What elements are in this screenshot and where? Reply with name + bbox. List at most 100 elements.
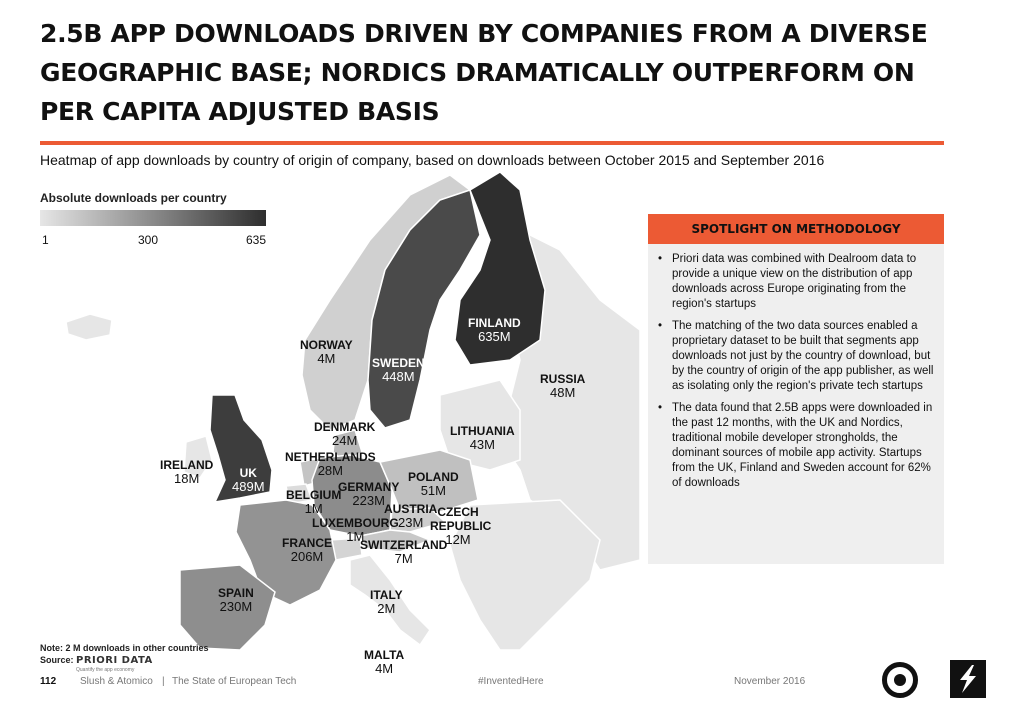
country-name: ITALY [370,588,403,602]
priori-data-logo: PRIORI DATA [76,655,153,666]
country-label-switzerland: SWITZERLAND 7M [360,538,447,566]
country-name: POLAND [408,470,459,484]
country-value: 51M [420,483,446,498]
country-value: 635M [478,329,511,344]
country-name: LITHUANIA [450,424,515,438]
atomico-logo-icon [882,662,918,698]
country-value: 489M [232,479,265,494]
land-poland [378,449,479,513]
footer-hashtag: #InventedHere [478,676,544,687]
country-name: MALTA [364,648,405,662]
country-label-italy: ITALY 2M [370,588,403,616]
country-name: SPAIN [218,586,254,600]
country-name: GERMANY [338,480,400,494]
country-label-netherlands: NETHERLANDS 28M [285,450,376,478]
country-name: RUSSIA [540,372,586,386]
footer-page-number: 112 [40,676,57,687]
country-value: 230M [219,599,253,614]
legend-tick-mid: 300 [138,233,159,247]
country-name: UK [239,466,257,480]
country-name: SWEDEN [372,356,425,370]
land-spain [179,564,276,651]
source-line: Source: PRIORI DATA [40,655,153,666]
spotlight-bullet: The matching of the two data sources ena… [658,319,934,394]
country-name: FRANCE [282,536,332,550]
title-rule [40,141,944,145]
country-value: 12M [445,532,471,547]
country-value: 48M [550,385,576,400]
land-czech [389,507,447,533]
country-label-finland: FINLAND 635M [468,316,521,344]
spotlight-bullet: The data found that 2.5B apps were downl… [658,401,934,491]
footer-report-title: The State of European Tech [172,676,297,687]
land-ukraine-balkans [449,499,601,651]
country-name: AUSTRIA [384,502,438,516]
footer-separator: | [162,676,165,687]
country-name: NORWAY [300,338,353,352]
legend-tick-max: 635 [246,233,267,247]
land-uk [209,394,273,503]
spotlight-bullet: Priori data was combined with Dealroom d… [658,252,934,312]
land-ireland [183,435,213,479]
country-label-czech-republic: CZECH REPUBLIC 12M [430,505,491,547]
country-name: SWITZERLAND [360,538,448,552]
country-value: 18M [174,471,200,486]
country-value: 4M [317,351,336,366]
slush-logo-icon [950,660,986,698]
spotlight-list: Priori data was combined with Dealroom d… [648,244,944,491]
country-name: LUXEMBOURG [312,516,399,530]
country-value: 1M [346,529,365,544]
country-label-russia: RUSSIA 48M [540,372,585,400]
country-label-spain: SPAIN 230M [218,586,254,614]
country-value: 43M [469,437,495,452]
land-italy [349,554,431,647]
country-value: 223M [352,493,385,508]
country-label-austria: AUSTRIA 23M [384,502,437,530]
country-value: 23M [398,515,424,530]
spotlight-panel: SPOTLIGHT ON METHODOLOGY Priori data was… [648,214,944,564]
land-iceland [65,313,113,341]
country-value: 2M [377,601,396,616]
country-label-belgium: BELGIUM 1M [286,488,341,516]
country-value: 24M [332,433,358,448]
land-austria [358,529,433,553]
country-value: 7M [394,551,413,566]
legend-title: Absolute downloads per country [40,191,227,205]
country-name: BELGIUM [286,488,342,502]
source-tagline: Quantify the app economy [76,667,135,673]
country-label-france: FRANCE 206M [282,536,332,564]
source-label: Source: [40,655,74,665]
country-name: IRELAND [160,458,214,472]
page-title: 2.5B APP DOWNLOADS DRIVEN BY COMPANIES F… [40,19,928,126]
country-label-sweden: SWEDEN 448M [372,356,425,384]
country-value: 206M [290,549,324,564]
country-value: 4M [375,661,394,676]
land-finland [454,171,546,366]
land-baltics-belarus [439,379,521,471]
land-sweden [367,189,481,429]
country-label-norway: NORWAY 4M [300,338,353,366]
map-subtitle: Heatmap of app downloads by country of o… [40,152,825,168]
footnote: Note: 2 M downloads in other countries [40,643,209,653]
country-value: 28M [317,463,343,478]
country-name: FINLAND [468,316,521,330]
country-label-uk: UK 489M [232,466,265,494]
country-name: NETHERLANDS [285,450,376,464]
legend-gradient-bar [40,210,266,226]
land-belgium [285,483,314,505]
country-name: DENMARK [314,420,376,434]
legend-tick-min: 1 [42,233,49,247]
country-name: CZECH REPUBLIC [430,505,492,533]
footer-date: November 2016 [734,676,806,687]
country-value: 1M [304,501,323,516]
country-label-denmark: DENMARK 24M [314,420,375,448]
country-label-lithuania: LITHUANIA 43M [450,424,515,452]
spotlight-header: SPOTLIGHT ON METHODOLOGY [648,214,944,244]
country-label-malta: MALTA 4M [364,648,404,676]
country-value: 448M [382,369,415,384]
country-label-poland: POLAND 51M [408,470,459,498]
footer-publisher: Slush & Atomico [80,676,153,687]
country-label-luxembourg: LUXEMBOURG 1M [312,516,399,544]
country-label-germany: GERMANY 223M [338,480,399,508]
